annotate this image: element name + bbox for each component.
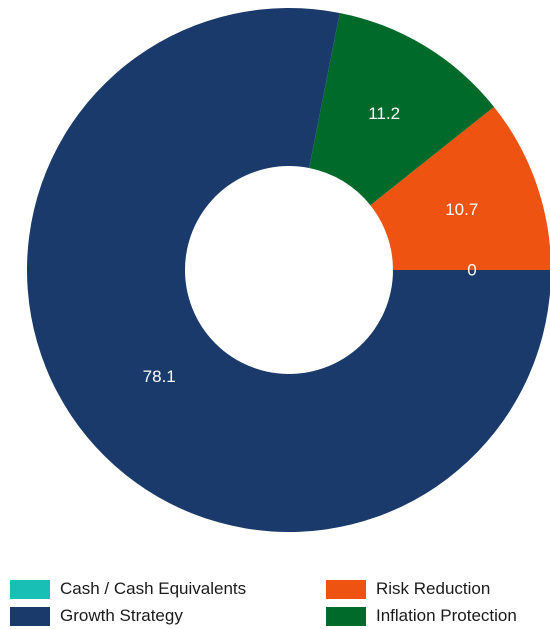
legend-swatch-growth-strategy bbox=[10, 607, 50, 626]
legend-swatch-inflation-protection bbox=[326, 607, 366, 626]
legend-label-inflation-protection: Inflation Protection bbox=[376, 606, 517, 626]
data-label-risk-reduction: 10.7 bbox=[445, 200, 478, 219]
legend-swatch-risk-reduction bbox=[326, 580, 366, 599]
legend-swatch-cash bbox=[10, 580, 50, 599]
legend-label-growth-strategy: Growth Strategy bbox=[60, 606, 183, 626]
legend-item-inflation-protection[interactable]: Inflation Protection bbox=[326, 605, 517, 627]
legend-label-cash: Cash / Cash Equivalents bbox=[60, 579, 246, 599]
data-label-growth-strategy: 78.1 bbox=[143, 367, 176, 386]
legend-item-growth-strategy[interactable]: Growth Strategy bbox=[10, 605, 183, 627]
donut-chart: 0 10.7 11.2 78.1 bbox=[0, 0, 550, 560]
data-label-cash-cash-equivalents: 0 bbox=[467, 261, 476, 280]
data-label-inflation-protection: 11.2 bbox=[368, 104, 400, 123]
legend-label-risk-reduction: Risk Reduction bbox=[376, 579, 490, 599]
legend-item-risk-reduction[interactable]: Risk Reduction bbox=[326, 578, 490, 600]
legend-item-cash[interactable]: Cash / Cash Equivalents bbox=[10, 578, 246, 600]
